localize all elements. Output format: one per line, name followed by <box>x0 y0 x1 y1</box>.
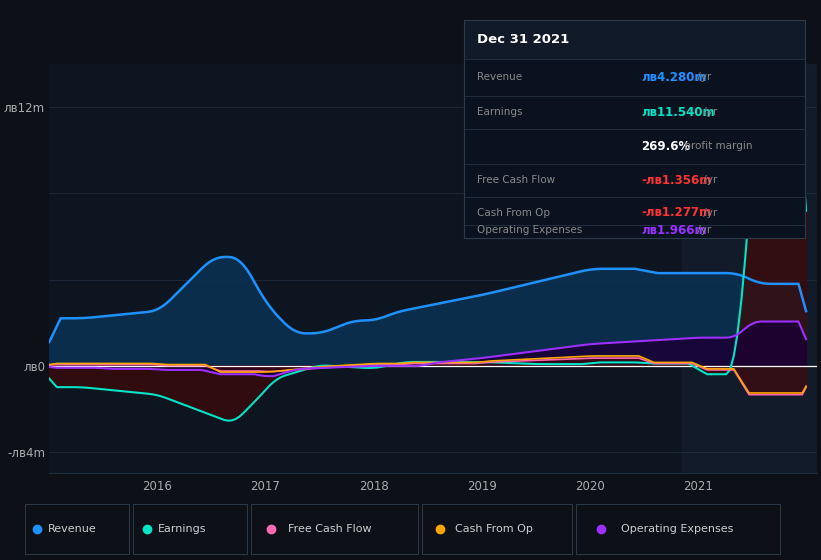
Text: лв11.540m: лв11.540m <box>641 106 714 119</box>
Text: 269.6%: 269.6% <box>641 140 690 153</box>
Text: /yr: /yr <box>694 72 711 82</box>
Text: /yr: /yr <box>699 175 717 185</box>
Text: Revenue: Revenue <box>48 524 96 534</box>
Text: Revenue: Revenue <box>478 72 523 82</box>
Text: /yr: /yr <box>699 108 717 118</box>
Text: /yr: /yr <box>699 208 717 218</box>
Bar <box>681 64 821 473</box>
Text: Operating Expenses: Operating Expenses <box>621 524 733 534</box>
Text: Dec 31 2021: Dec 31 2021 <box>478 32 570 46</box>
Text: Earnings: Earnings <box>478 108 523 118</box>
Text: /yr: /yr <box>694 225 711 235</box>
Text: лв4.280m: лв4.280m <box>641 71 707 84</box>
Text: profit margin: profit margin <box>681 141 753 151</box>
Text: Free Cash Flow: Free Cash Flow <box>287 524 371 534</box>
Text: Cash From Op: Cash From Op <box>456 524 533 534</box>
Text: Earnings: Earnings <box>158 524 207 534</box>
Text: лв1.966m: лв1.966m <box>641 224 707 237</box>
Bar <box>464 20 805 59</box>
Text: Free Cash Flow: Free Cash Flow <box>478 175 556 185</box>
Text: -лв1.356m: -лв1.356m <box>641 174 712 186</box>
Text: Operating Expenses: Operating Expenses <box>478 225 583 235</box>
Text: -лв1.277m: -лв1.277m <box>641 207 711 220</box>
Text: Cash From Op: Cash From Op <box>478 208 551 218</box>
